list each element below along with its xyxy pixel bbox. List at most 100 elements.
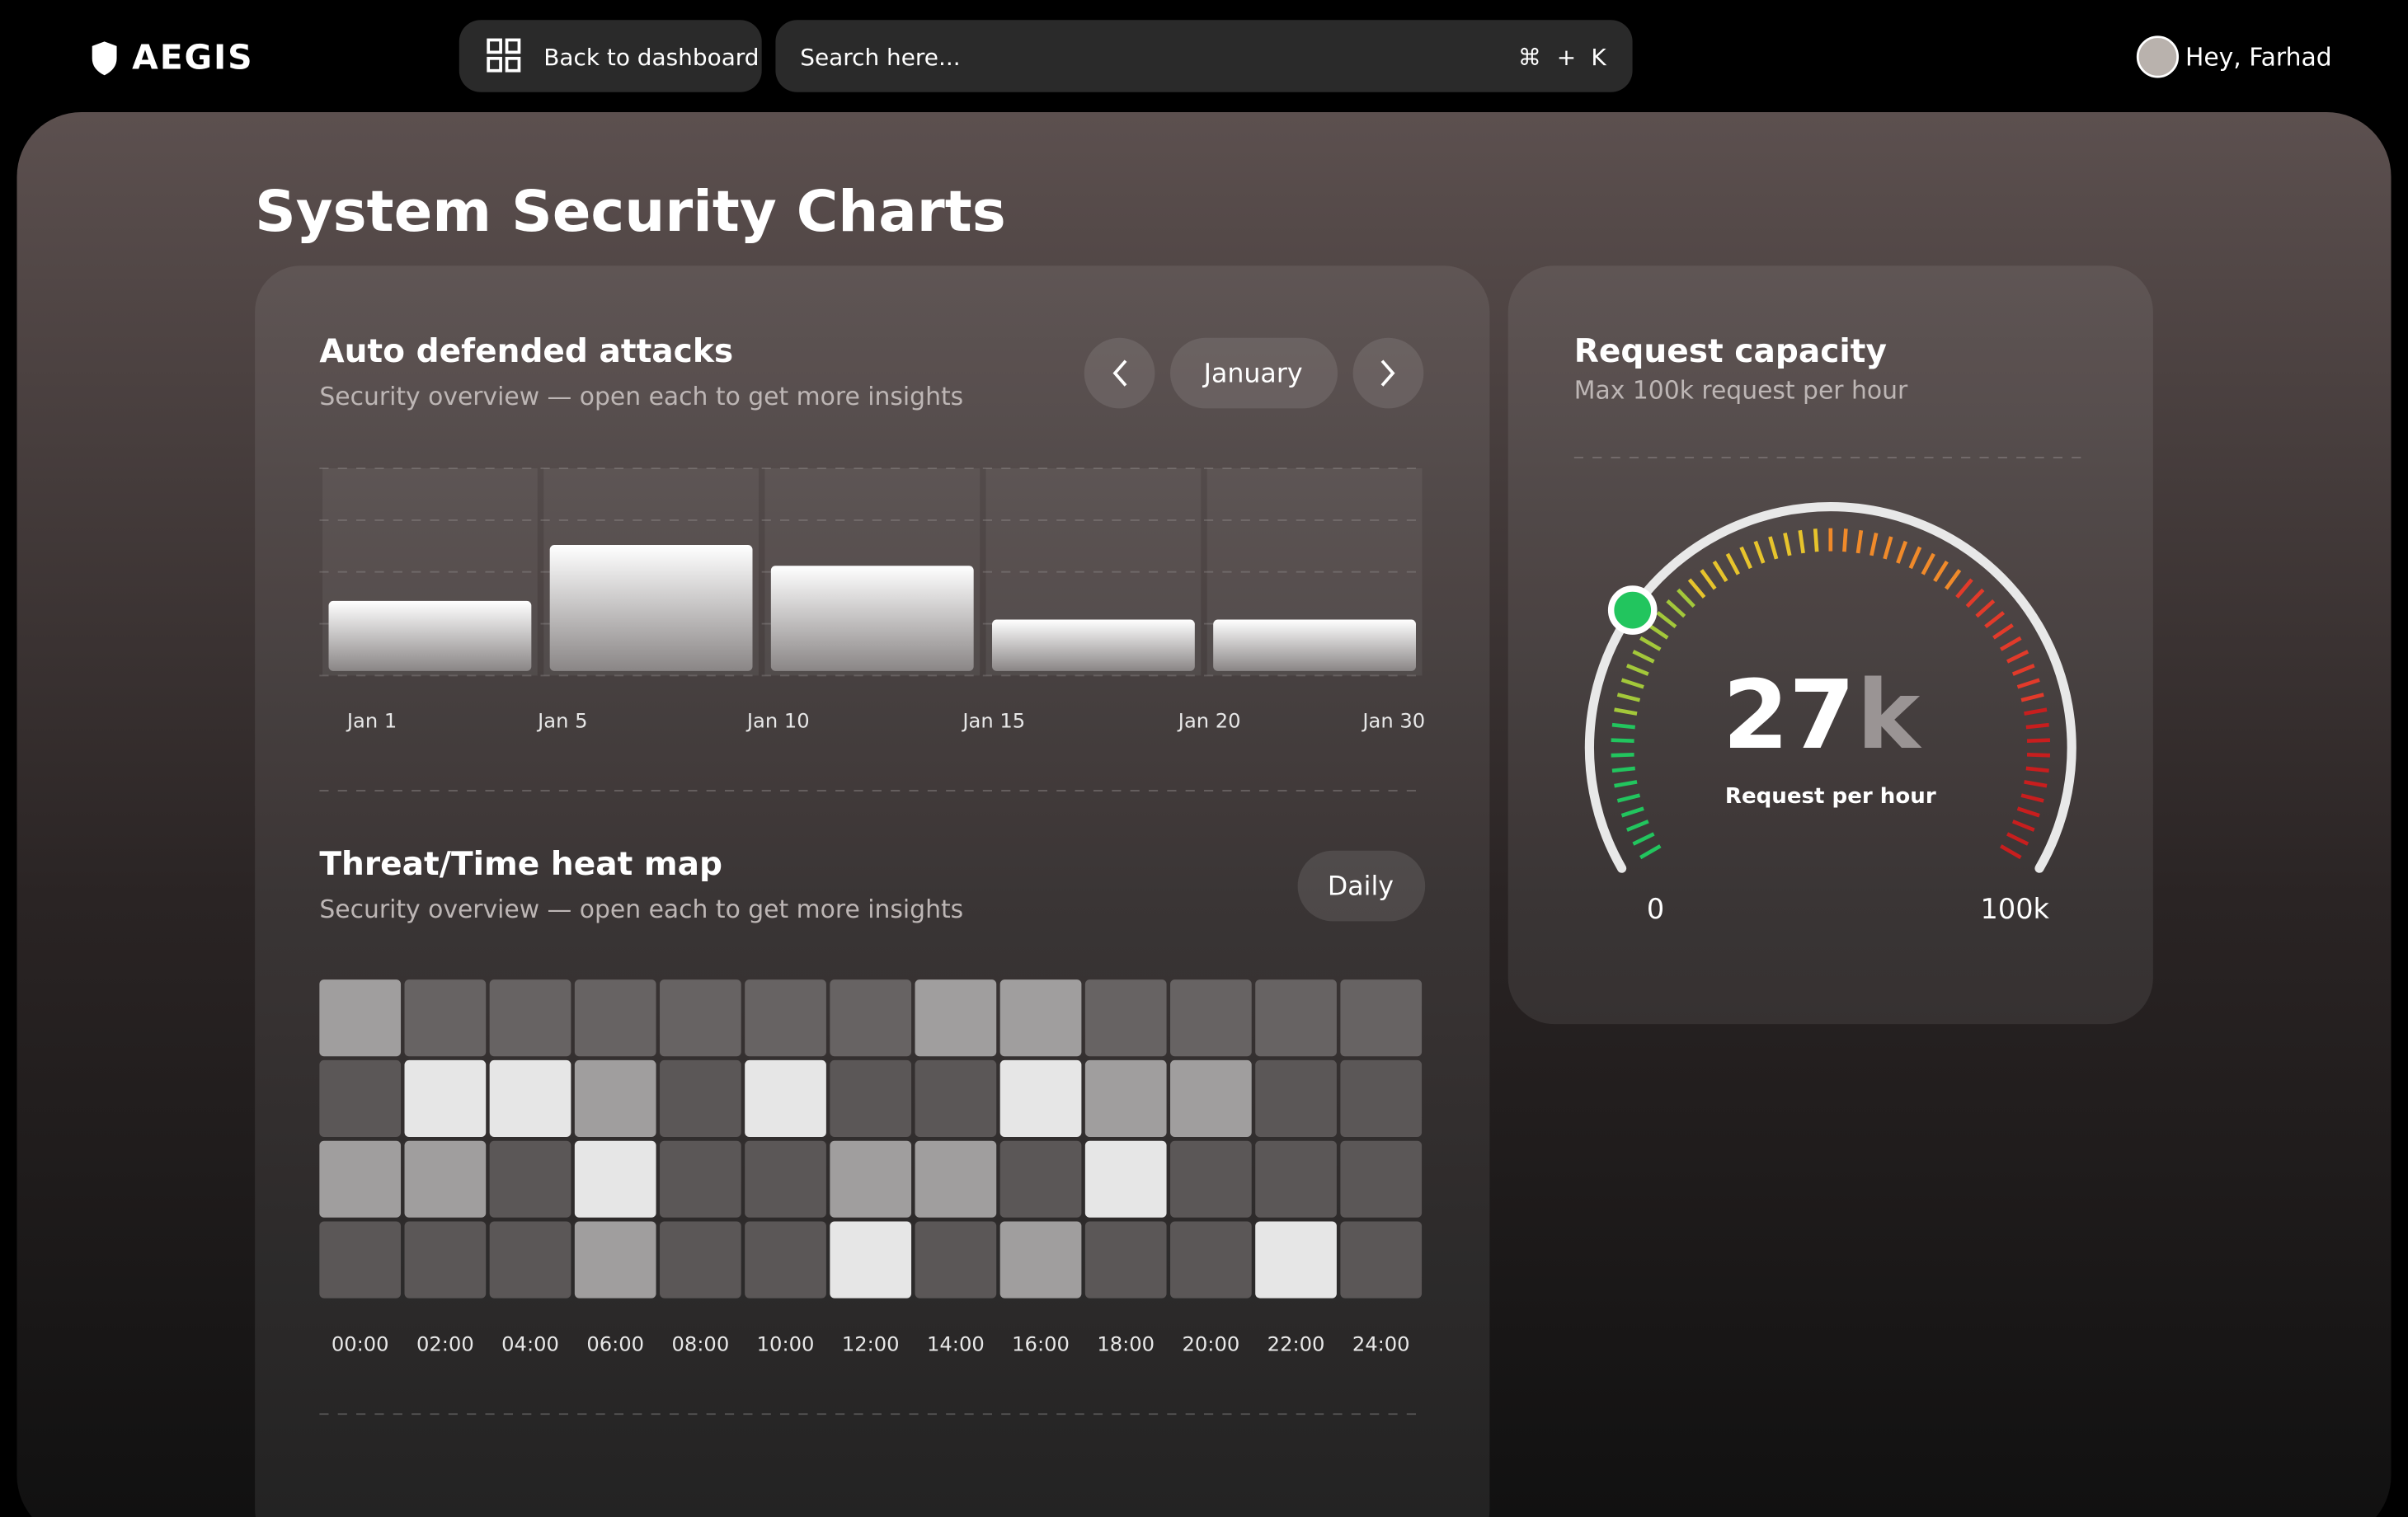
heat-cell — [489, 1221, 571, 1299]
gauge-tick — [2006, 832, 2029, 846]
card-subtitle: Max 100k request per hour — [1574, 376, 1908, 405]
heat-cell — [999, 979, 1082, 1057]
gauge-tick — [1626, 664, 1649, 676]
heat-cell — [1255, 1221, 1337, 1299]
back-button[interactable] — [459, 20, 762, 92]
heat-cell — [1084, 1140, 1167, 1218]
gauge-tick — [2000, 636, 2022, 651]
gauge-tick — [1945, 569, 1962, 590]
grid-icon — [487, 38, 521, 73]
heat-cell — [1255, 979, 1337, 1057]
gauge-tick — [2016, 806, 2040, 818]
gauge-tick — [1975, 599, 1996, 618]
heat-cell — [1084, 1059, 1167, 1138]
heat-cell — [1170, 1221, 1252, 1299]
gauge-tick — [1626, 820, 1649, 832]
gauge-tick — [2026, 752, 2051, 758]
heat-cell — [1170, 1059, 1252, 1138]
shortcut-key: K — [1591, 44, 1606, 71]
search-box[interactable] — [775, 20, 1633, 92]
gauge-tick — [1896, 540, 1908, 564]
card-title: Auto defended attacks — [319, 333, 733, 370]
heat-cell — [404, 1059, 487, 1138]
heat-cell — [574, 979, 656, 1057]
gauge-tick — [2000, 844, 2022, 860]
month-button[interactable] — [1170, 337, 1338, 409]
heat-cell — [404, 979, 487, 1057]
gauge-tick — [1725, 552, 1740, 575]
gauge-tick — [1666, 599, 1686, 618]
x-tick-label: 06:00 — [586, 1332, 644, 1355]
gauge-tick — [1639, 636, 1662, 651]
shortcut-key: ⌘ — [1518, 44, 1541, 71]
back-label: Back to dashboard — [543, 44, 759, 71]
heat-cell — [830, 1059, 912, 1138]
gauge-tick — [2025, 766, 2049, 773]
heat-cell — [1340, 1059, 1423, 1138]
heat-cell — [1084, 979, 1167, 1057]
heat-cell — [660, 1140, 741, 1218]
gauge-tick — [1611, 738, 1634, 743]
gauge-tick — [2006, 650, 2029, 664]
heat-cell — [1170, 1140, 1252, 1218]
avatar[interactable] — [2136, 35, 2180, 78]
month-label: January — [1202, 359, 1303, 388]
gauge-tick — [1632, 650, 1655, 664]
greeting: Hey, Farhad — [2185, 43, 2332, 72]
gauge-tick — [1965, 588, 1985, 608]
x-tick-label: Jan 20 — [1177, 709, 1241, 732]
x-tick-label: Jan 15 — [961, 709, 1025, 732]
card-title: Request capacity — [1574, 333, 1887, 370]
gauge-marker — [1607, 585, 1658, 635]
heat-cell — [1255, 1059, 1337, 1138]
x-tick-label: Jan 30 — [1361, 709, 1425, 732]
bar — [992, 619, 1195, 671]
heat-cell — [999, 1140, 1082, 1218]
gauge-tick — [1656, 611, 1677, 629]
heat-cell — [660, 979, 741, 1057]
heat-cell — [319, 1059, 402, 1138]
next-button[interactable] — [1352, 337, 1424, 409]
gauge-tick — [1614, 707, 1638, 716]
x-tick-label: 24:00 — [1352, 1332, 1410, 1355]
x-tick-label: Jan 1 — [346, 709, 397, 732]
heat-cell — [1170, 979, 1252, 1057]
heat-cell — [1255, 1140, 1337, 1218]
gauge-tick — [1908, 546, 1922, 570]
search-placeholder: Search here... — [800, 44, 960, 71]
gauge-tick — [1869, 532, 1879, 557]
heat-cell — [319, 979, 402, 1057]
period-label: Daily — [1328, 871, 1394, 901]
x-tick-label: Jan 10 — [745, 709, 810, 732]
heat-cell — [745, 1059, 826, 1138]
heat-cell — [1340, 1221, 1423, 1299]
prev-button[interactable] — [1084, 337, 1155, 409]
gauge-min-label: 0 — [1647, 893, 1664, 925]
logo: AEGIS — [132, 38, 253, 77]
gauge-tick — [1712, 560, 1728, 583]
gauge-tick — [1883, 536, 1893, 560]
x-tick-label: 18:00 — [1097, 1332, 1155, 1355]
right-card — [1507, 265, 2153, 1025]
heat-cell — [1340, 1140, 1423, 1218]
gauge-tick — [1798, 529, 1805, 554]
gauge-tick — [1739, 546, 1752, 570]
x-tick-label: 20:00 — [1183, 1332, 1240, 1355]
x-tick-label: 14:00 — [927, 1332, 985, 1355]
gauge-tick — [1933, 560, 1949, 583]
gauge-tick — [1632, 832, 1655, 846]
gauge-tick — [2011, 664, 2035, 676]
gauge-tick — [2020, 693, 2044, 702]
heat-cell — [574, 1221, 656, 1299]
gauge-tick — [2011, 820, 2035, 832]
x-tick-label: 12:00 — [842, 1332, 900, 1355]
gauge-unit: k — [1856, 660, 1921, 771]
gauge-tick — [1616, 693, 1641, 702]
heat-cell — [745, 979, 826, 1057]
gauge-tick — [1614, 780, 1638, 788]
gauge-tick — [1639, 844, 1662, 860]
period-button[interactable] — [1297, 850, 1426, 922]
bar — [1213, 619, 1416, 671]
heat-cell — [915, 1059, 997, 1138]
